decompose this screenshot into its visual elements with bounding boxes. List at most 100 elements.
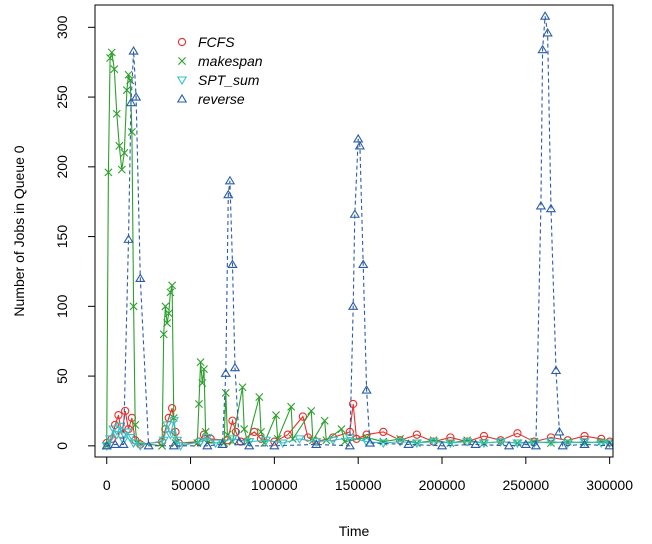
data-point-reverse (520, 439, 532, 448)
data-point-spt-sum (125, 433, 136, 443)
data-point-makespan (124, 70, 133, 79)
data-point-spt-sum (445, 439, 456, 449)
data-point-reverse (109, 439, 121, 448)
data-point-spt-sum (478, 439, 490, 449)
data-point-makespan (110, 65, 119, 74)
data-point-reverse (202, 440, 213, 450)
data-point-spt-sum (202, 433, 213, 443)
y-tick-label: 250 (54, 85, 70, 109)
data-point-fcfs (379, 427, 388, 437)
data-point-fcfs (283, 430, 292, 439)
series-line-spt-sum (106, 420, 610, 447)
data-point-spt-sum (108, 425, 119, 435)
data-point-makespan (337, 425, 346, 434)
data-point-makespan (164, 309, 173, 318)
data-point-reverse (436, 440, 448, 450)
data-point-makespan (307, 406, 316, 415)
data-point-makespan (198, 379, 207, 388)
data-point-spt-sum (227, 435, 238, 444)
data-point-reverse (361, 384, 372, 394)
data-point-reverse (227, 259, 238, 269)
data-point-makespan (221, 388, 230, 397)
data-point-makespan (115, 141, 124, 150)
y-tick-label: 100 (54, 294, 70, 318)
data-point-reverse (604, 440, 613, 450)
data-point-fcfs (167, 404, 177, 413)
series-line-reverse (106, 16, 610, 447)
data-point-makespan (199, 365, 208, 374)
data-point-reverse (557, 440, 568, 450)
data-point-reverse (220, 368, 231, 377)
data-point-spt-sum (171, 436, 183, 446)
y-axis: 0 50 100 150 200 250 300 (54, 15, 96, 450)
data-point-makespan (163, 319, 172, 328)
data-point-fcfs (303, 433, 313, 442)
data-point-spt-sum (512, 439, 523, 449)
data-point-reverse (503, 440, 515, 450)
data-point-makespan (166, 288, 175, 297)
data-point-spt-sum (495, 438, 506, 447)
data-point-fcfs (412, 430, 422, 439)
x-axis: 0 50000 100000 150000 200000 250000 300000 (103, 456, 633, 493)
data-point-makespan (126, 76, 135, 85)
data-point-fcfs (513, 429, 522, 438)
data-point-makespan (256, 427, 265, 436)
data-point-makespan (194, 399, 203, 408)
legend-item-reverse: reverse (176, 91, 245, 107)
data-point-spt-sum (128, 439, 139, 449)
data-point-reverse (217, 439, 228, 448)
data-point-spt-sum (114, 422, 126, 432)
data-point-spt-sum (277, 439, 288, 449)
data-point-reverse (143, 440, 154, 450)
legend-label-fcfs: FCFS (198, 34, 235, 50)
data-point-reverse (229, 362, 241, 372)
data-point-fcfs (446, 433, 455, 442)
data-point-makespan (117, 165, 126, 174)
data-point-makespan (107, 48, 116, 57)
data-point-makespan (131, 420, 140, 429)
data-point-spt-sum (461, 438, 473, 447)
x-axis-title: Time (339, 523, 370, 539)
data-point-spt-sum (604, 439, 613, 449)
data-point-fcfs (110, 420, 120, 430)
data-point-fcfs (298, 412, 308, 421)
data-point-spt-sum (260, 436, 272, 446)
data-point-makespan (255, 393, 264, 402)
data-point-reverse (347, 301, 359, 310)
data-point-makespan (168, 281, 177, 290)
data-point-reverse (545, 203, 557, 213)
data-point-reverse (135, 273, 146, 282)
data-point-spt-sum (161, 421, 173, 430)
data-point-reverse (550, 365, 562, 375)
data-point-fcfs (121, 406, 130, 416)
data-point-spt-sum (411, 439, 423, 449)
x-tick-label: 50000 (171, 477, 210, 493)
data-point-reverse (118, 439, 129, 448)
legend-marker-reverse (176, 93, 188, 103)
legend-marker-fcfs (177, 37, 187, 47)
data-point-reverse (530, 440, 542, 450)
data-point-reverse (269, 440, 280, 450)
data-point-makespan (106, 54, 115, 63)
x-tick-label: 0 (103, 477, 111, 493)
data-point-reverse (579, 439, 590, 448)
data-point-spt-sum (135, 442, 146, 451)
data-point-spt-sum (165, 431, 176, 440)
data-point-reverse (223, 189, 234, 199)
data-point-makespan (196, 358, 205, 367)
data-point-reverse (125, 97, 137, 107)
x-tick-label: 250000 (502, 477, 549, 493)
data-point-spt-sum (394, 438, 406, 447)
data-point-makespan (127, 127, 136, 136)
data-point-reverse (470, 439, 481, 448)
legend-item-makespan: makespan (178, 53, 263, 69)
data-point-makespan (104, 168, 113, 177)
data-point-reverse (311, 439, 322, 448)
y-tick-label: 150 (54, 225, 70, 249)
data-point-fcfs (114, 410, 123, 420)
data-point-makespan (272, 411, 281, 420)
y-tick-label: 50 (54, 368, 70, 384)
data-point-reverse (344, 440, 355, 450)
